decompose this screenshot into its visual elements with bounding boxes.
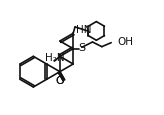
Text: OH: OH	[117, 37, 133, 47]
Text: S: S	[78, 43, 85, 53]
Text: HN: HN	[76, 25, 92, 35]
Text: O: O	[56, 75, 64, 85]
Text: O: O	[56, 76, 64, 86]
Text: H₂N: H₂N	[45, 53, 64, 63]
